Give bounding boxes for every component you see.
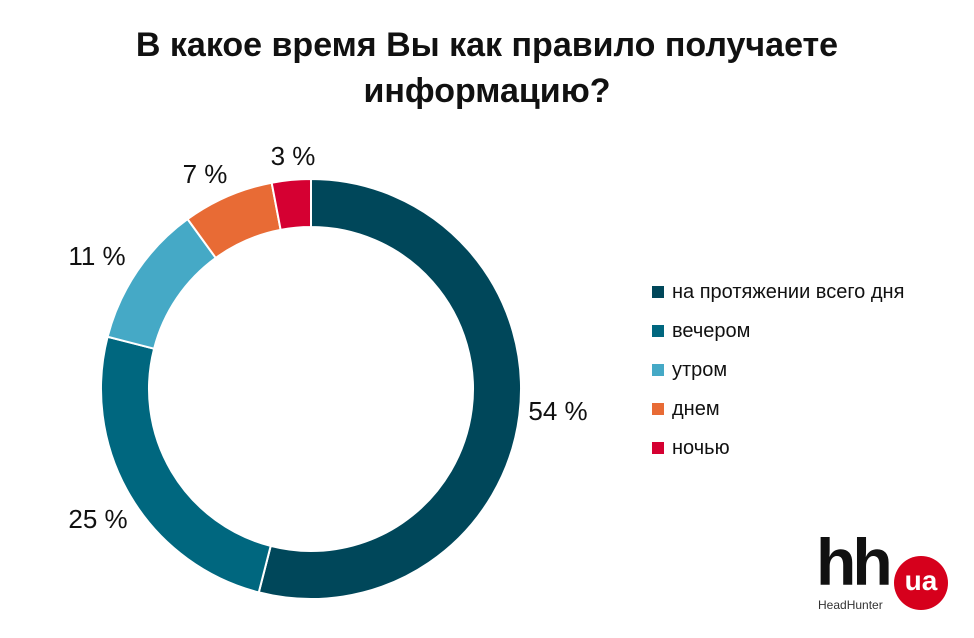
data-label: 7 % xyxy=(183,159,228,189)
legend-label: утром xyxy=(672,358,728,381)
chart-title-line-2: информацию? xyxy=(363,72,611,110)
chart-legend: на протяжении всего дня вечером утром дн… xyxy=(652,280,905,477)
donut-slice xyxy=(100,335,272,594)
headhunter-logo: hh ua HeadHunter xyxy=(816,525,948,616)
legend-swatch xyxy=(652,403,664,415)
chart-title-line-1: В какое время Вы как правило получаете xyxy=(135,26,839,64)
data-label: 54 % xyxy=(528,396,587,426)
legend-item: вечером xyxy=(652,319,904,342)
legend-swatch xyxy=(652,286,664,298)
legend-label: вечером xyxy=(672,319,751,342)
legend-item: днем xyxy=(652,397,904,420)
legend-item: ночью xyxy=(652,436,904,459)
legend-item: утром xyxy=(652,358,904,381)
donut-slice xyxy=(270,177,312,232)
legend-label: днем xyxy=(672,397,720,420)
logo-badge: ua xyxy=(894,556,948,610)
legend-swatch xyxy=(652,364,664,376)
legend-label: ночью xyxy=(672,436,730,459)
data-label: 11 % xyxy=(68,241,125,271)
donut-slice xyxy=(106,217,218,350)
logo-caption: HeadHunter xyxy=(818,598,883,612)
donut-slice xyxy=(257,177,522,600)
logo-mark: hh xyxy=(816,525,893,599)
data-label: 3 % xyxy=(271,141,316,171)
legend-swatch xyxy=(652,442,664,454)
legend-swatch xyxy=(652,325,664,337)
legend-item: на протяжении всего дня xyxy=(652,280,905,303)
legend-label: на протяжении всего дня xyxy=(672,280,905,303)
data-label: 25 % xyxy=(68,504,127,534)
chart-title: В какое время Вы как правило получаете и… xyxy=(0,22,974,114)
